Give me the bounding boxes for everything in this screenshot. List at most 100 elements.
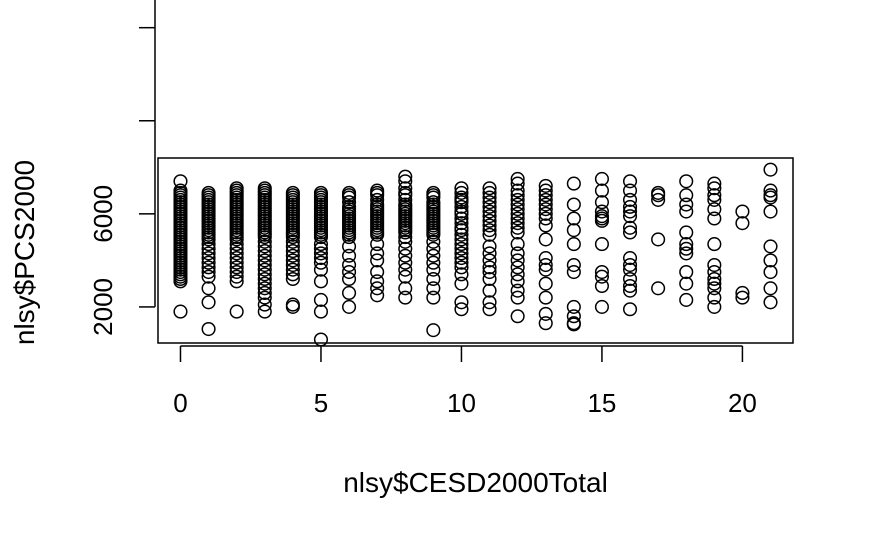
data-point	[566, 317, 581, 332]
data-point	[370, 246, 385, 261]
data-point	[566, 176, 581, 191]
data-point	[398, 281, 413, 296]
data-point	[285, 253, 300, 268]
data-point	[538, 192, 553, 207]
data-point	[538, 316, 553, 331]
data-point	[398, 169, 413, 184]
data-point	[257, 267, 272, 282]
data-point	[735, 285, 750, 301]
data-point	[510, 237, 525, 252]
data-point	[426, 262, 441, 277]
data-point	[679, 225, 694, 240]
data-point	[622, 199, 638, 214]
data-point	[229, 274, 244, 289]
data-point	[679, 204, 694, 219]
data-point	[594, 278, 609, 294]
x-tick-label: 5	[314, 388, 328, 418]
data-point	[257, 262, 272, 277]
data-point	[707, 192, 722, 207]
data-point	[313, 262, 329, 277]
data-point	[707, 181, 722, 196]
data-point	[763, 239, 778, 254]
data-point	[342, 299, 357, 314]
data-point	[651, 192, 666, 207]
data-point	[594, 204, 609, 219]
data-point	[257, 230, 272, 245]
data-point	[482, 253, 497, 268]
data-point	[285, 271, 300, 287]
data-point	[454, 199, 469, 214]
y-axis-title: nlsy$PCS2000	[9, 160, 40, 345]
data-point	[622, 262, 638, 277]
data-point	[510, 188, 525, 203]
data-point	[707, 281, 722, 296]
data-point	[538, 188, 553, 203]
data-point	[538, 276, 553, 291]
data-point	[622, 209, 638, 224]
data-point	[257, 297, 272, 312]
data-point	[201, 255, 216, 270]
data-point	[342, 190, 357, 205]
data-point	[313, 230, 329, 245]
data-point	[510, 260, 525, 275]
data-point	[398, 269, 413, 284]
data-point	[707, 290, 722, 305]
data-point	[679, 237, 694, 252]
data-point	[735, 204, 750, 219]
data-point	[313, 255, 329, 270]
data-point	[370, 192, 385, 207]
data-point	[285, 248, 300, 263]
data-point	[763, 190, 778, 205]
data-point	[398, 241, 413, 256]
data-point	[482, 209, 497, 224]
data-point	[201, 264, 216, 280]
data-point	[398, 192, 413, 207]
data-point	[707, 237, 722, 252]
data-point	[622, 183, 638, 198]
data-point	[707, 188, 722, 203]
data-point	[285, 299, 300, 314]
data-point	[426, 290, 441, 305]
data-point	[622, 220, 638, 235]
data-point	[510, 220, 525, 235]
data-point	[510, 183, 525, 198]
data-point	[707, 176, 722, 191]
data-point	[510, 176, 525, 191]
data-point	[679, 188, 694, 203]
data-point	[426, 323, 441, 338]
data-point	[229, 237, 244, 252]
data-point	[313, 332, 329, 347]
data-point	[201, 251, 216, 266]
data-point	[510, 283, 525, 298]
data-point	[482, 181, 497, 196]
data-point	[342, 248, 357, 263]
data-point	[622, 257, 638, 273]
data-point	[651, 281, 666, 296]
data-point	[257, 244, 272, 259]
data-point	[510, 267, 525, 282]
data-point	[707, 276, 722, 291]
data-point	[454, 216, 469, 231]
data-point	[313, 241, 329, 256]
data-point	[285, 239, 300, 254]
data-point	[454, 295, 469, 310]
data-point	[538, 218, 553, 233]
data-point	[342, 257, 357, 273]
data-point	[510, 246, 525, 261]
x-tick-label: 15	[587, 388, 616, 418]
data-point	[510, 192, 525, 207]
data-point	[229, 241, 244, 256]
data-point	[538, 262, 553, 277]
data-point	[342, 271, 357, 287]
data-point	[482, 260, 497, 275]
data-point	[201, 295, 216, 310]
data-point	[763, 281, 778, 296]
data-point	[398, 248, 413, 263]
data-point	[257, 281, 272, 296]
data-point	[426, 255, 441, 270]
data-point	[285, 262, 300, 277]
y-axis: 2000 6000	[88, 0, 156, 336]
data-point	[707, 211, 722, 226]
data-point	[594, 195, 609, 210]
data-point	[229, 264, 244, 280]
